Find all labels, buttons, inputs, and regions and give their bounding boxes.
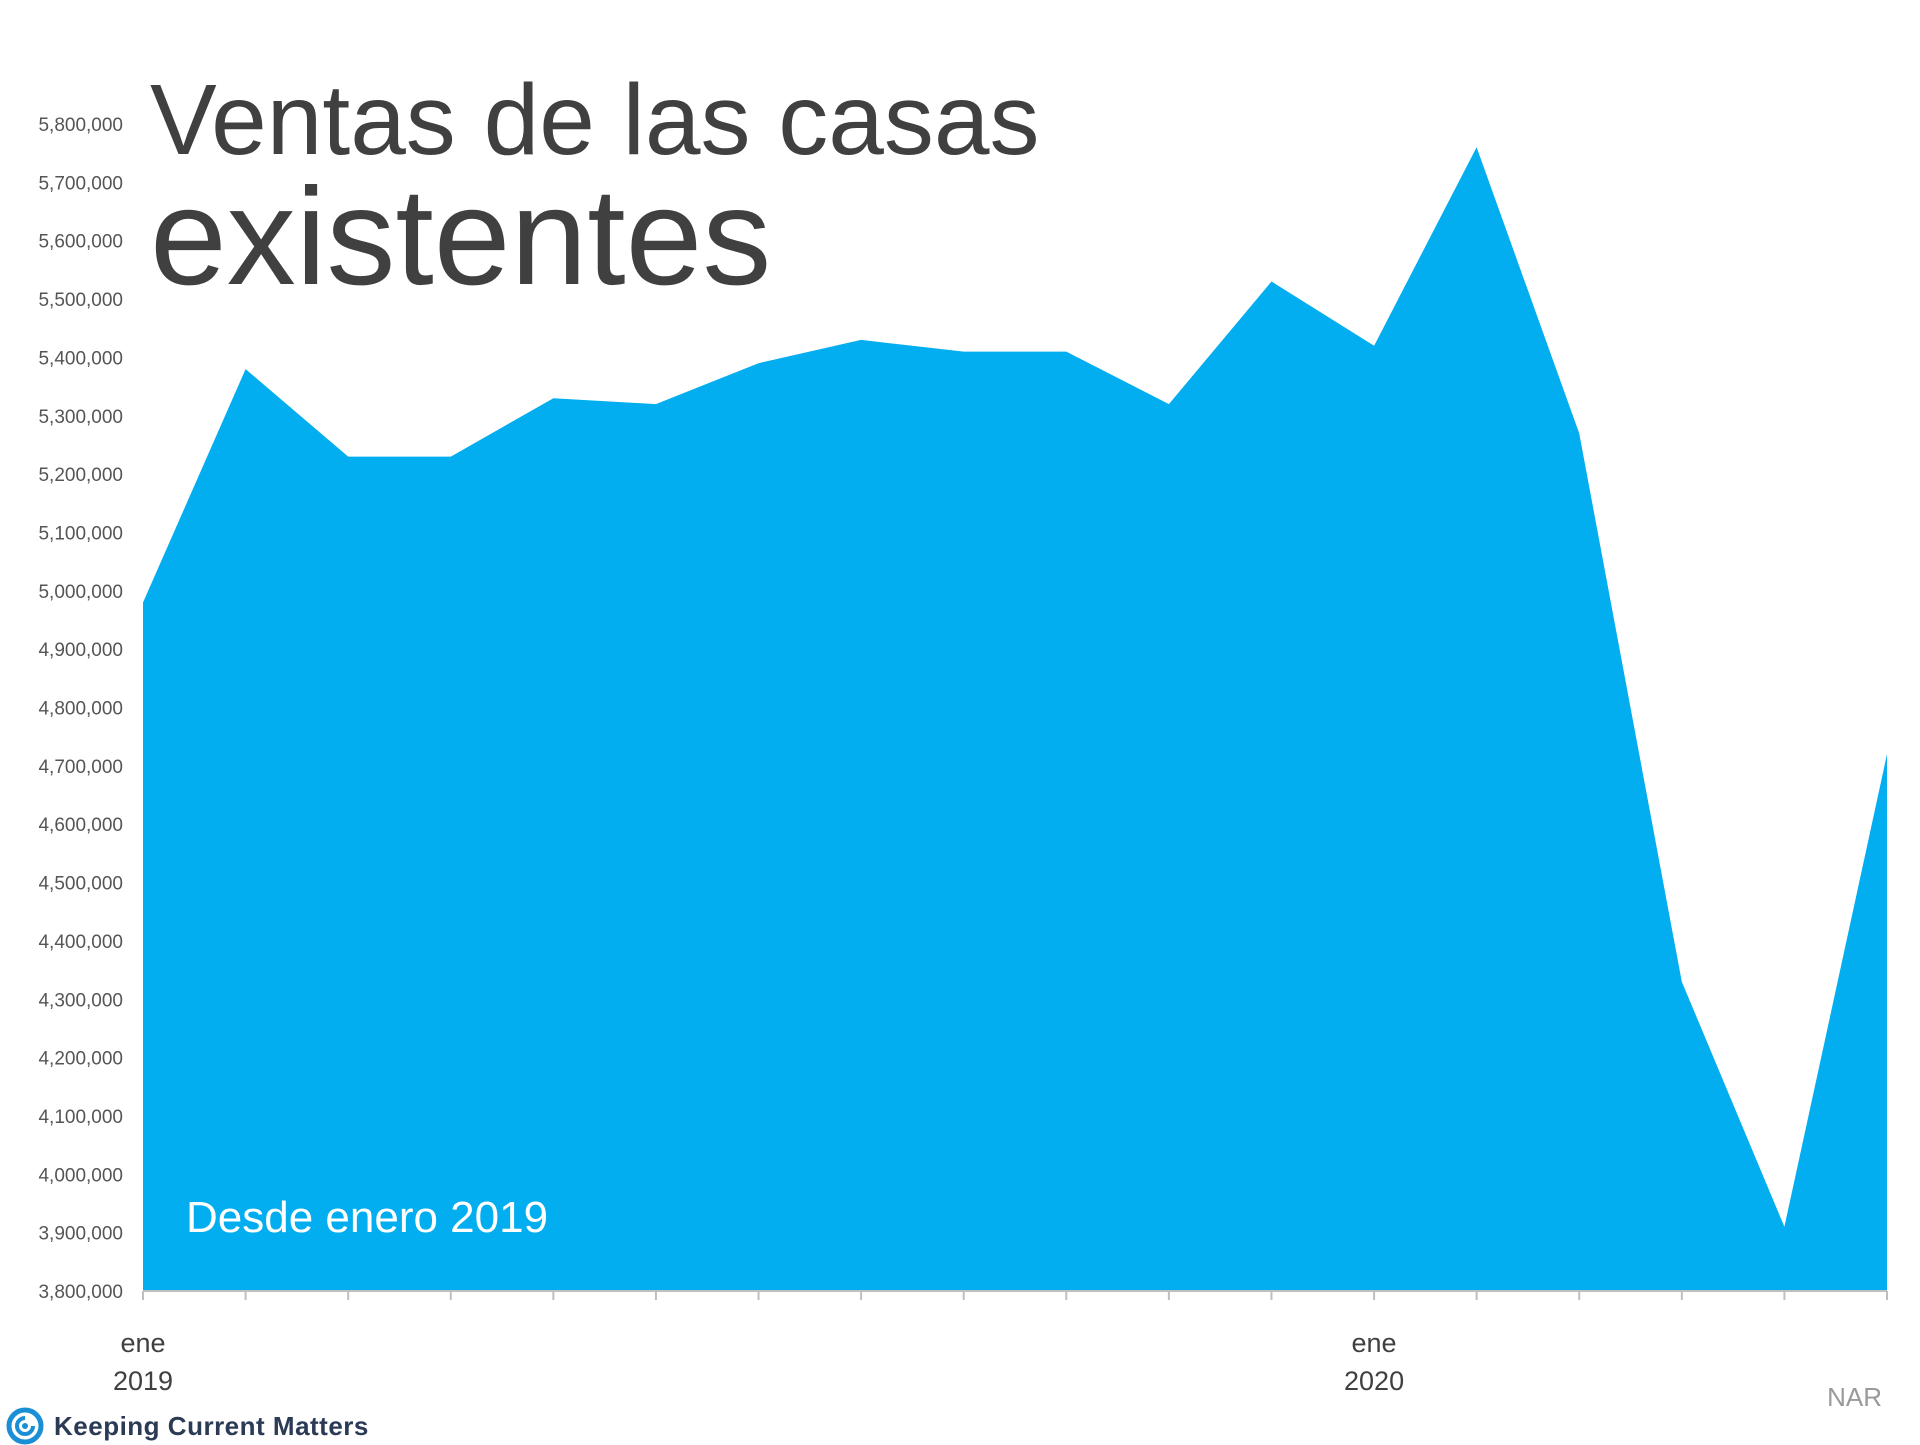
y-tick-label: 5,300,000 [38,407,123,428]
x-axis: ene 2019 ene 2020 [113,1290,1888,1396]
y-tick-label: 4,000,000 [38,1165,123,1186]
y-tick-label: 4,700,000 [38,757,123,778]
y-tick-label: 4,100,000 [38,1107,123,1128]
y-tick-label: 4,900,000 [38,640,123,661]
y-tick-label: 4,800,000 [38,699,123,720]
y-tick-label: 3,900,000 [38,1224,123,1245]
y-tick-label: 5,600,000 [38,232,123,253]
y-tick-label: 4,500,000 [38,874,123,895]
y-tick-label: 5,000,000 [38,582,123,603]
chart-title-emphasis: existentes [150,160,772,314]
brand-logo: Keeping Current Matters [6,1407,369,1445]
y-axis: 5,800,000 5,700,000 5,600,000 5,500,000 5,40… [38,115,123,1303]
y-tick-label: 5,100,000 [38,523,123,544]
source-label: NAR [1827,1382,1882,1412]
y-tick-label: 3,800,000 [38,1282,123,1303]
y-tick-label: 4,300,000 [38,990,123,1011]
x-tick-label-year: 2020 [1344,1366,1404,1396]
y-tick-label: 5,200,000 [38,465,123,486]
y-tick-label: 5,400,000 [38,348,123,369]
x-tick-label-month: ene [120,1328,165,1358]
area-fill [143,147,1887,1291]
area-series [143,147,1887,1291]
brand-name: Keeping Current Matters [54,1410,369,1441]
y-tick-label: 4,200,000 [38,1049,123,1070]
y-tick-label: 4,600,000 [38,815,123,836]
y-tick-label: 5,800,000 [38,115,123,136]
y-tick-label: 4,400,000 [38,932,123,953]
chart-title: Ventas de las casas [150,64,1040,176]
y-tick-label: 5,500,000 [38,290,123,311]
x-tick-label-year: 2019 [113,1366,173,1396]
y-tick-label: 5,700,000 [38,173,123,194]
x-tick-label-month: ene [1352,1328,1397,1358]
swirl-icon [6,1407,44,1445]
chart-annotation: Desde enero 2019 [186,1193,548,1242]
